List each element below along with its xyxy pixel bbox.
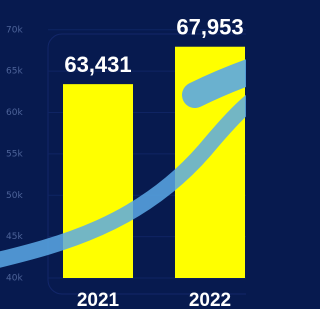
y-tick-label: 40k xyxy=(6,274,23,284)
x-tick-label: 2022 xyxy=(189,290,231,309)
chart: 40k 45k 50k 55k 60k 65k 70k 63,431 2021 67,953 20… xyxy=(0,0,246,309)
y-tick-label: 65k xyxy=(6,67,23,77)
y-tick-label: 60k xyxy=(6,108,23,118)
value-label: 67,953 xyxy=(176,15,243,40)
x-tick-label: 2021 xyxy=(77,290,120,309)
y-tick-label: 70k xyxy=(6,25,23,35)
value-label: 63,431 xyxy=(64,52,131,77)
y-tick-label: 45k xyxy=(6,232,23,242)
bar xyxy=(63,84,133,278)
y-tick-label: 50k xyxy=(6,191,23,201)
y-tick-label: 55k xyxy=(6,149,23,159)
